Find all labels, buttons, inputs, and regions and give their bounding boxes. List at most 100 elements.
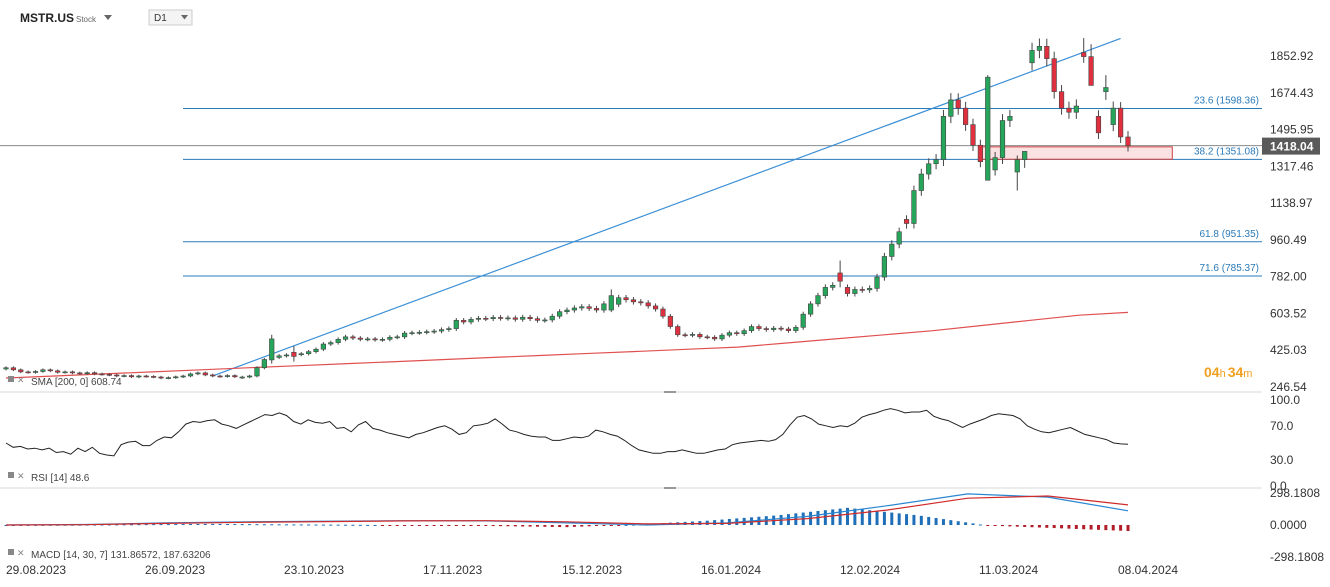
macd-histogram-bar xyxy=(609,525,613,526)
candle-body xyxy=(616,297,622,305)
macd-histogram-bar xyxy=(853,508,857,525)
settings-icon[interactable] xyxy=(8,472,14,478)
price-tick-label: 960.49 xyxy=(1270,233,1307,247)
candle-body xyxy=(793,327,799,331)
candle-body xyxy=(3,367,9,370)
last-price-tag: 1418.04 xyxy=(1262,137,1320,155)
macd-histogram-bar xyxy=(255,524,259,526)
candle-body xyxy=(704,336,710,339)
candle-body xyxy=(512,317,518,320)
macd-histogram-bar xyxy=(860,509,864,525)
candle-body xyxy=(202,372,208,376)
candle-body xyxy=(217,375,223,378)
macd-histogram-bar xyxy=(1037,525,1041,528)
candle-body xyxy=(542,319,548,322)
macd-histogram-bar xyxy=(358,524,362,526)
symbol-label: MSTR.US xyxy=(20,11,74,25)
candle-body xyxy=(608,295,614,311)
candle-body xyxy=(461,320,467,323)
macd-histogram-bar xyxy=(321,524,325,526)
rsi-tick-label: 70.0 xyxy=(1270,419,1294,433)
macd-histogram-bar xyxy=(270,524,274,526)
macd-histogram-bar xyxy=(499,525,503,527)
candle-body xyxy=(313,348,319,352)
close-icon[interactable]: ✕ xyxy=(17,375,25,385)
rsi-legend[interactable]: ✕ RSI [14] 48.6 xyxy=(8,471,90,484)
macd-histogram-bar xyxy=(462,525,466,526)
candle-body xyxy=(852,289,858,294)
macd-histogram-bar xyxy=(469,525,473,526)
macd-histogram-bar xyxy=(440,525,444,526)
rsi-tick-label: 0.0 xyxy=(1270,479,1287,493)
candle-body xyxy=(830,285,836,288)
candle-countdown: 04h 34m xyxy=(1204,364,1252,380)
candle-body xyxy=(424,331,430,333)
fib-level-label: 71.6 (785.37) xyxy=(1200,263,1260,274)
candle-body xyxy=(210,374,216,377)
candle-body xyxy=(933,159,939,165)
macd-histogram-bar xyxy=(351,524,355,526)
macd-histogram-bar xyxy=(1023,525,1027,527)
macd-histogram-bar xyxy=(1015,525,1019,527)
macd-histogram-bar xyxy=(159,524,163,526)
candle-body xyxy=(763,328,769,330)
candle-body xyxy=(1022,151,1028,160)
candle-body xyxy=(416,332,422,334)
timeframe-select[interactable]: D1 xyxy=(148,9,193,26)
candle-body xyxy=(342,336,349,340)
candle-body xyxy=(520,316,526,320)
candle-body xyxy=(438,329,445,332)
close-icon[interactable]: ✕ xyxy=(17,471,25,481)
candle-body xyxy=(1029,50,1035,64)
candle-body xyxy=(948,99,954,117)
price-tick-label: 1138.97 xyxy=(1270,196,1313,210)
macd-histogram-bar xyxy=(299,524,303,526)
date-tick-label: 26.09.2023 xyxy=(145,563,205,577)
macd-histogram-bar xyxy=(174,524,178,526)
macd-histogram-bar xyxy=(344,524,348,526)
candle-body xyxy=(689,334,696,336)
candle-body xyxy=(844,287,851,294)
macd-histogram-bar xyxy=(1096,525,1100,530)
macd-histogram-bar xyxy=(846,507,849,525)
macd-histogram-bar xyxy=(285,524,288,526)
trend-line xyxy=(212,37,1121,377)
macd-histogram-bar xyxy=(587,525,591,527)
sma-legend[interactable]: ✕ SMA [200, 0] 608.74 xyxy=(8,375,122,388)
candle-body xyxy=(1118,107,1124,138)
candle-body xyxy=(1073,105,1079,113)
macd-histogram-bar xyxy=(868,510,872,525)
candle-body xyxy=(682,334,688,337)
candle-body xyxy=(741,330,747,335)
candle-body xyxy=(55,370,61,373)
macd-histogram-bar xyxy=(897,513,901,525)
macd-label: MACD [14, 30, 7] 131.86572, 187.63206 xyxy=(31,550,211,561)
candle-body xyxy=(667,315,673,327)
candle-body xyxy=(195,372,201,375)
macd-histogram-bar xyxy=(1104,525,1108,531)
settings-icon[interactable] xyxy=(8,376,14,382)
rsi-tick-label: 30.0 xyxy=(1270,453,1294,467)
close-icon[interactable]: ✕ xyxy=(17,548,25,558)
macd-histogram-bar xyxy=(476,525,480,526)
candle-body xyxy=(867,288,873,291)
candle-body xyxy=(697,334,703,338)
symbol-dropdown-icon[interactable] xyxy=(104,15,112,20)
candle-body xyxy=(712,336,718,340)
candle-body xyxy=(549,315,555,321)
macd-histogram-bar xyxy=(336,524,340,526)
macd-histogram-bar xyxy=(491,525,495,527)
macd-histogram-bar xyxy=(565,525,569,528)
candle-body xyxy=(527,316,533,320)
candle-body xyxy=(379,339,386,341)
candle-body xyxy=(283,354,290,357)
settings-icon[interactable] xyxy=(8,549,14,555)
macd-legend[interactable]: ✕ MACD [14, 30, 7] 131.86572, 187.63206 xyxy=(8,548,211,561)
macd-histogram-bar xyxy=(720,519,724,525)
price-tick-label: 246.54 xyxy=(1270,380,1307,394)
macd-histogram-bar xyxy=(181,524,185,526)
macd-histogram-bar xyxy=(964,522,968,525)
macd-histogram-bar xyxy=(1067,525,1071,529)
candle-body xyxy=(815,295,821,305)
